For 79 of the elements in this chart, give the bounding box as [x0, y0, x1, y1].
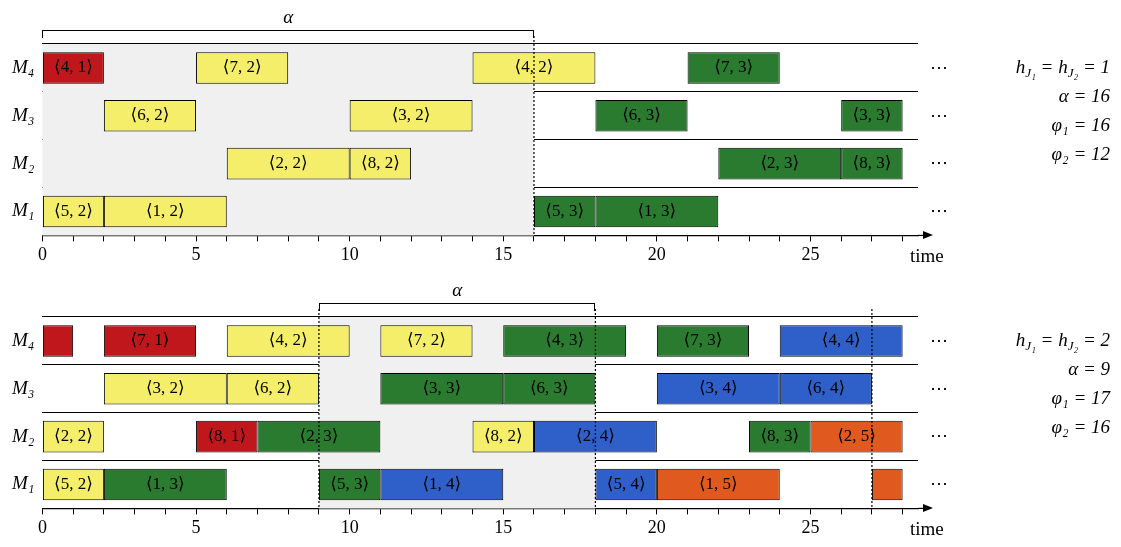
- x-axis-title: time: [910, 517, 944, 539]
- y-tick-label: M₂: [11, 151, 35, 173]
- data-label: ⟨3, 2⟩: [391, 105, 431, 125]
- data-label: ⟨7, 3⟩: [683, 330, 723, 350]
- data-label: ⟨8, 3⟩: [760, 426, 800, 446]
- data-label: ⟨6, 4⟩: [806, 378, 846, 398]
- data-label: ⟨6, 3⟩: [529, 378, 569, 398]
- data-label: ⟨2, 4⟩: [576, 426, 615, 446]
- y-tick-label: M₃: [11, 103, 35, 125]
- x-tick-label: 10: [340, 243, 359, 264]
- data-label: ⟨8, 2⟩: [360, 153, 400, 173]
- data-label: ⟨2, 3⟩: [760, 153, 800, 173]
- data-label: ⟨3, 3⟩: [422, 378, 462, 398]
- text: ⋯: [930, 473, 948, 494]
- data-label: ⟨1, 4⟩: [422, 473, 462, 493]
- data-label: ⟨1, 5⟩: [698, 473, 738, 493]
- y-tick-label: M₁: [11, 472, 35, 494]
- x-tick-label: 25: [801, 516, 820, 537]
- x-tick-label: 10: [340, 516, 359, 537]
- data-label: ⟨6, 2⟩: [130, 105, 170, 125]
- data-label: ⟨2, 2⟩: [54, 426, 93, 446]
- x-tick-label: 5: [191, 516, 201, 537]
- data-label: ⟨3, 4⟩: [698, 378, 738, 398]
- data-label: ⟨8, 1⟩: [207, 426, 247, 446]
- text: ⋯: [930, 56, 948, 77]
- text: ⋯: [930, 377, 948, 398]
- x-tick-label: 5: [191, 243, 201, 264]
- text: ⋯: [930, 104, 948, 125]
- data-label: ⟨5, 4⟩: [606, 473, 646, 493]
- data-label: ⟨1, 3⟩: [145, 473, 185, 493]
- data-label: ⟨4, 4⟩: [821, 330, 861, 350]
- data-label: ⟨3, 3⟩: [852, 105, 892, 125]
- data-label: ⟨6, 2⟩: [253, 378, 293, 398]
- data-label: ⟨2, 2⟩: [268, 153, 308, 173]
- x-tick-label: 15: [494, 243, 513, 264]
- data-label: ⟨1, 2⟩: [145, 200, 185, 220]
- x-tick-label: 25: [801, 243, 820, 264]
- data-label: ⟨7, 2⟩: [222, 57, 262, 77]
- text: ⋯: [930, 329, 948, 350]
- text: φ₁ = 17: [1051, 387, 1112, 408]
- data-label: ⟨5, 3⟩: [330, 473, 370, 493]
- y-tick-label: M₁: [11, 199, 35, 221]
- data-label: ⟨7, 2⟩: [407, 330, 446, 350]
- text: ⋯: [930, 152, 948, 173]
- data-label: ⟨4, 2⟩: [268, 330, 308, 350]
- x-tick-label: 0: [37, 243, 47, 264]
- data-label: ⟨5, 2⟩: [54, 473, 93, 493]
- data-label: ⟨4, 2⟩: [514, 57, 554, 77]
- data-label: ⟨6, 3⟩: [622, 105, 661, 125]
- y-tick-label: M₄: [11, 328, 35, 350]
- data-label: ⟨4, 1⟩: [54, 57, 93, 77]
- x-tick-label: 20: [647, 243, 666, 264]
- data-label: ⟨7, 1⟩: [130, 330, 170, 350]
- data-label: ⟨4, 3⟩: [545, 330, 585, 350]
- data-label: ⟨7, 3⟩: [714, 57, 754, 77]
- text: ⋯: [930, 425, 948, 446]
- data-label: ⟨2, 5⟩: [837, 426, 876, 446]
- text: φ₁ = 16: [1051, 114, 1111, 135]
- x-axis-title: time: [910, 244, 944, 266]
- x-tick-label: 20: [647, 516, 666, 537]
- text: α = 16: [1058, 85, 1111, 106]
- y-tick-label: M₄: [11, 55, 35, 77]
- x-tick-label: 15: [494, 516, 513, 537]
- data-label: ⟨8, 3⟩: [852, 153, 892, 173]
- x-tick-label: 0: [37, 516, 47, 537]
- y-tick-label: M₂: [11, 424, 35, 446]
- y-tick-label: M₃: [11, 376, 35, 398]
- data-label: ⟨1, 3⟩: [637, 200, 677, 220]
- text: φ₂ = 12: [1051, 143, 1111, 164]
- band-label: α: [283, 6, 295, 27]
- data-label: ⟨5, 2⟩: [54, 200, 93, 220]
- text: α = 9: [1068, 358, 1111, 379]
- text: ⋯: [930, 200, 948, 221]
- data-label: ⟨5, 3⟩: [545, 200, 585, 220]
- data-label: ⟨8, 2⟩: [483, 426, 523, 446]
- data-label: ⟨2, 3⟩: [299, 426, 339, 446]
- data-label: ⟨3, 2⟩: [145, 378, 185, 398]
- text: φ₂ = 16: [1051, 416, 1111, 437]
- band-label: α: [452, 279, 464, 300]
